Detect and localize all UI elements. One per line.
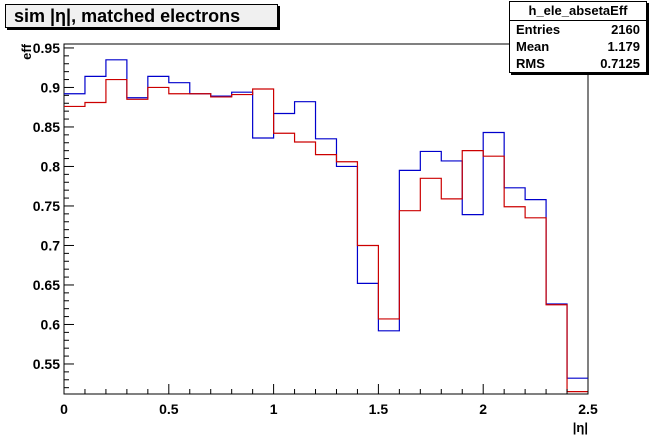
y-tick-label: 0.95 (33, 40, 60, 56)
y-axis-label: eff (19, 43, 34, 60)
x-tick-label: 0.5 (159, 401, 179, 417)
stats-label: Mean (516, 39, 550, 54)
stats-box: h_ele_absetaEff Entries 2160 Mean 1.179 … (509, 1, 647, 73)
x-tick-label: 2.5 (578, 401, 598, 417)
x-tick-label: 2 (479, 401, 487, 417)
stats-row-entries: Entries 2160 (510, 21, 646, 38)
plot-frame (63, 43, 589, 395)
y-tick-label: 0.8 (41, 158, 61, 174)
chart-title: sim |η|, matched electrons (5, 4, 278, 28)
stats-row-rms: RMS 0.7125 (510, 55, 646, 72)
stats-row-mean: Mean 1.179 (510, 38, 646, 55)
y-tick-label: 0.65 (33, 277, 60, 293)
series-line-1 (64, 59, 588, 379)
series-line-2 (64, 78, 588, 393)
stats-title: h_ele_absetaEff (510, 2, 646, 21)
y-tick-label: 0.75 (33, 198, 60, 214)
x-tick-label: 0 (60, 401, 68, 417)
stats-value: 0.7125 (600, 56, 640, 71)
y-tick-label: 0.9 (41, 79, 61, 95)
y-tick-label: 0.55 (33, 356, 60, 372)
stats-value: 1.179 (607, 39, 640, 54)
y-tick-label: 0.85 (33, 119, 60, 135)
x-tick-label: 1 (270, 401, 278, 417)
x-tick-label: 1.5 (369, 401, 389, 417)
y-tick-label: 0.6 (41, 316, 61, 332)
x-axis-label: |η| (573, 420, 588, 435)
stats-value: 2160 (611, 22, 640, 37)
stats-label: RMS (516, 56, 545, 71)
stats-label: Entries (516, 22, 561, 37)
y-tick-label: 0.7 (41, 237, 61, 253)
